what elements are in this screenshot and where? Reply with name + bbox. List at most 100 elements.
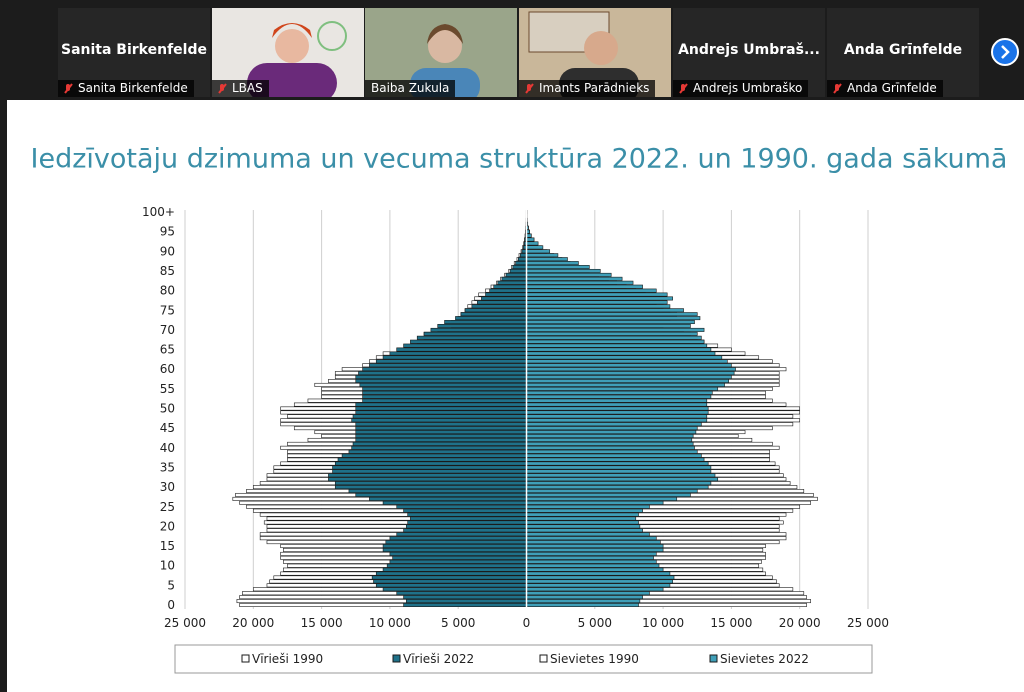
label-text: LBAS: [232, 81, 263, 95]
y-tick-label: 85: [160, 264, 175, 278]
x-tick-label: 25 000: [164, 616, 206, 630]
bar: [455, 316, 526, 319]
bar: [335, 481, 526, 484]
participant-name: Sanita Birkenfelde: [58, 42, 210, 58]
bar: [424, 332, 526, 335]
participant-tile[interactable]: Baiba Zukula: [365, 8, 517, 97]
participant-label: Baiba Zukula: [365, 80, 455, 97]
mic-muted-icon: [678, 83, 688, 94]
bar: [356, 493, 527, 496]
mic-muted-icon: [217, 83, 227, 94]
y-tick-label: 50: [160, 402, 175, 416]
bar: [527, 537, 657, 540]
bar: [516, 261, 527, 264]
bar: [494, 285, 527, 288]
bar: [390, 352, 527, 355]
x-tick-label: 15 000: [301, 616, 343, 630]
label-text: Sanita Birkenfelde: [78, 81, 188, 95]
participant-tile[interactable]: Anda Grīnfelde Anda Grīnfelde: [827, 8, 979, 97]
bar: [520, 254, 526, 257]
participant-label: Andrejs Umbraško: [673, 80, 808, 97]
bar: [527, 309, 684, 312]
bar: [527, 242, 539, 245]
bar: [358, 371, 526, 374]
y-tick-label: 80: [160, 284, 175, 298]
bar: [527, 533, 650, 536]
y-tick-label: 40: [160, 441, 175, 455]
bar: [356, 438, 527, 441]
bar: [527, 501, 664, 504]
bar: [404, 595, 527, 598]
bar: [472, 305, 527, 308]
bar: [527, 580, 673, 583]
bar: [356, 379, 527, 382]
participant-tile[interactable]: Imants Parādnieks: [519, 8, 671, 97]
bar: [527, 375, 732, 378]
label-text: Anda Grīnfelde: [847, 81, 937, 95]
bar: [404, 509, 527, 512]
x-tick-label: 0: [523, 616, 531, 630]
bar: [376, 360, 526, 363]
bar: [390, 560, 527, 563]
bar: [397, 348, 527, 351]
bar: [527, 407, 709, 410]
x-tick-label: 10 000: [642, 616, 684, 630]
screen: Sanita Birkenfelde Sanita Birkenfelde LB…: [0, 0, 1024, 692]
bar: [518, 257, 526, 260]
participant-tile[interactable]: Sanita Birkenfelde Sanita Birkenfelde: [58, 8, 210, 97]
bar: [363, 387, 527, 390]
bar: [527, 297, 673, 300]
participant-label: LBAS: [212, 80, 269, 97]
bar: [363, 391, 527, 394]
bar: [527, 470, 711, 473]
bar: [408, 513, 527, 516]
bar: [527, 529, 643, 532]
bar: [527, 485, 709, 488]
bar: [397, 533, 527, 536]
bar: [527, 360, 728, 363]
bar: [510, 269, 526, 272]
bar: [527, 387, 718, 390]
y-tick-label: 30: [160, 480, 175, 494]
next-page-button[interactable]: [990, 37, 1020, 67]
label-text: Andrejs Umbraško: [693, 81, 802, 95]
bar: [383, 548, 526, 551]
participant-tile[interactable]: Andrejs Umbraš... Andrejs Umbraško: [673, 8, 825, 97]
bar: [404, 529, 527, 532]
x-tick-label: 10 000: [369, 616, 411, 630]
bar: [372, 576, 526, 579]
y-tick-label: 100+: [142, 205, 175, 219]
bar: [363, 399, 527, 402]
bar: [498, 281, 527, 284]
bar: [461, 313, 527, 316]
bar: [527, 517, 636, 520]
bar: [397, 592, 527, 595]
bar: [527, 572, 670, 575]
bar: [393, 556, 527, 559]
bar: [335, 462, 526, 465]
bar: [506, 273, 526, 276]
y-tick-label: 55: [160, 382, 175, 396]
bar: [376, 572, 526, 575]
participant-tile[interactable]: LBAS: [212, 8, 364, 97]
bar: [404, 344, 527, 347]
bar: [356, 375, 527, 378]
bar: [527, 430, 696, 433]
bar: [369, 364, 526, 367]
bar: [527, 301, 668, 304]
bar: [356, 407, 527, 410]
bar: [406, 525, 526, 528]
bar: [527, 277, 623, 280]
bar: [408, 521, 527, 524]
chart: Iedzīvotāju dzimuma un vecuma struktūra …: [0, 100, 1024, 692]
bar: [527, 442, 694, 445]
bar: [527, 289, 657, 292]
bar: [404, 603, 527, 606]
bar: [527, 497, 677, 500]
bar: [383, 544, 526, 547]
chart-title: Iedzīvotāju dzimuma un vecuma struktūra …: [31, 144, 1008, 175]
bar: [390, 552, 527, 555]
bar: [527, 383, 725, 386]
bar: [527, 560, 657, 563]
bar: [527, 525, 640, 528]
